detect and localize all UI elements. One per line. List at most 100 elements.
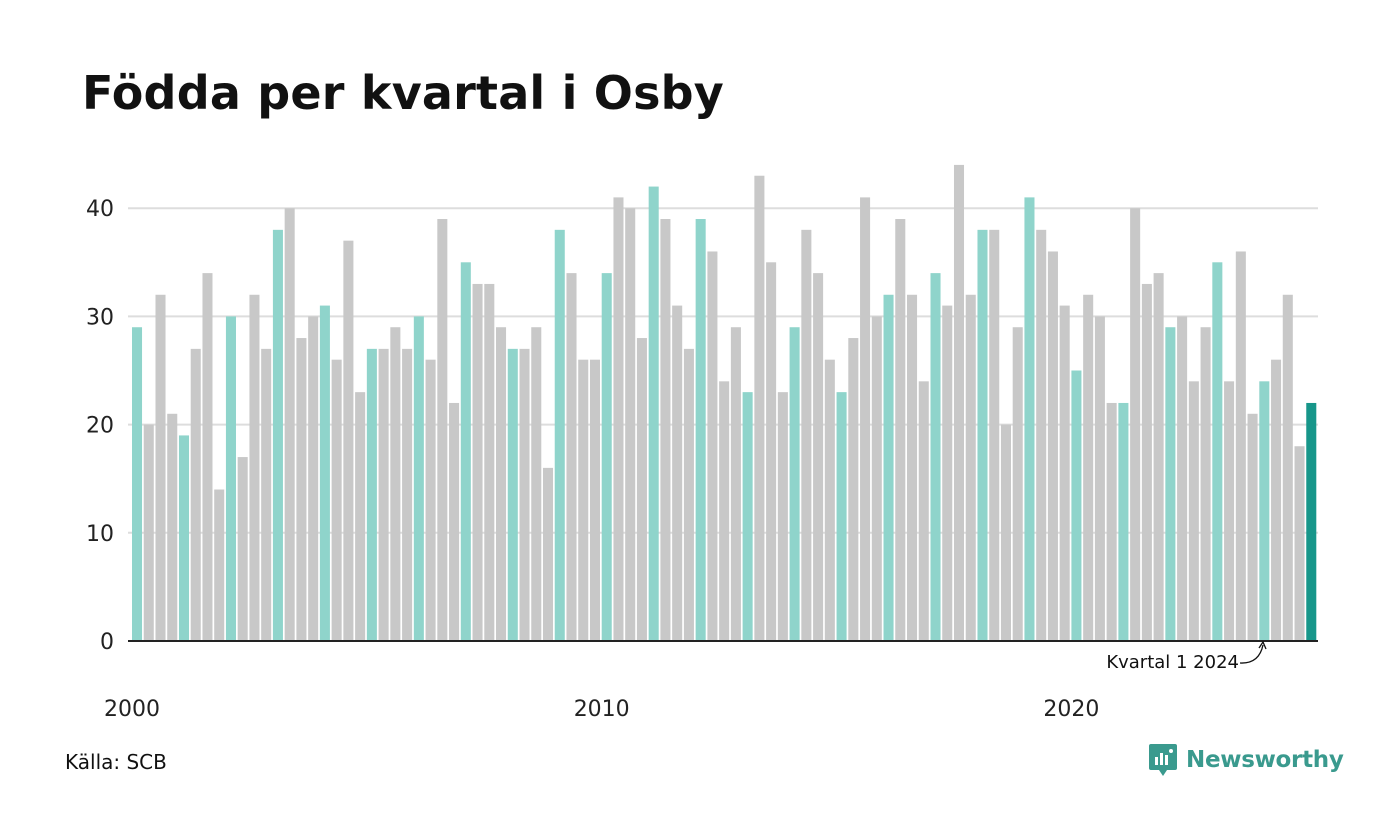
bar [331, 359, 342, 641]
bar [413, 316, 424, 641]
bar [272, 229, 283, 641]
bar [1282, 294, 1293, 641]
bar [1247, 413, 1258, 641]
bar [531, 327, 542, 641]
bar [460, 262, 471, 641]
bar [402, 348, 413, 641]
y-tick-label: 0 [100, 630, 114, 655]
bar [789, 327, 800, 641]
bar [190, 348, 201, 641]
bar [178, 435, 190, 641]
bar [777, 392, 788, 641]
bar [1094, 316, 1105, 641]
bar [355, 392, 366, 641]
bar [695, 219, 706, 641]
bar [907, 294, 918, 641]
bar [707, 251, 718, 642]
annotation-label: Kvartal 1 2024 [1106, 652, 1239, 673]
bar [1224, 381, 1235, 641]
bar [1024, 197, 1035, 641]
bar [143, 424, 154, 641]
bar [1071, 370, 1082, 641]
bar [566, 273, 577, 641]
y-tick-label: 10 [86, 522, 114, 547]
bar [308, 316, 319, 641]
bar [425, 359, 436, 641]
bar [589, 359, 600, 641]
bar [660, 219, 671, 641]
bar [801, 229, 812, 641]
bar [554, 229, 565, 641]
bar [883, 294, 894, 641]
bar [202, 273, 213, 641]
bar [613, 197, 624, 641]
bar [214, 489, 225, 641]
y-axis-ticks: 0 10 20 30 40 [86, 197, 114, 655]
bar [672, 305, 683, 641]
bar [578, 359, 589, 641]
bar [378, 348, 389, 641]
brand-name: Newsworthy [1186, 747, 1344, 773]
bar [155, 294, 166, 641]
bar [1153, 273, 1164, 641]
bar [261, 348, 272, 641]
bar [742, 392, 753, 641]
annotation-arrowhead [1258, 640, 1267, 650]
bar [132, 327, 143, 641]
bar [754, 175, 765, 642]
bars [132, 164, 1317, 642]
bar [472, 283, 483, 641]
brand-logo: Newsworthy [1148, 742, 1344, 778]
bar [1271, 359, 1282, 641]
bar [507, 348, 518, 641]
bar [895, 219, 906, 641]
bar [449, 402, 460, 641]
bar [1306, 402, 1317, 641]
y-tick-label: 20 [86, 414, 114, 439]
bar [1000, 424, 1011, 641]
bar [319, 305, 330, 641]
x-tick-label: 2000 [104, 697, 160, 722]
bar [719, 381, 730, 641]
bar [824, 359, 835, 641]
newsworthy-logo-icon [1149, 744, 1177, 776]
bar [343, 240, 354, 641]
bar [484, 283, 495, 641]
bar [284, 208, 295, 641]
bar [648, 186, 659, 641]
bar [1235, 251, 1246, 642]
y-tick-label: 40 [86, 197, 114, 222]
bar [636, 338, 647, 641]
bar [871, 316, 882, 641]
bar [542, 467, 554, 641]
bar [730, 327, 741, 641]
annotation-arrow [1239, 644, 1264, 664]
x-tick-label: 2010 [574, 697, 630, 722]
bar [848, 338, 859, 641]
bar [860, 197, 871, 641]
bar [813, 273, 824, 641]
bar [1118, 402, 1129, 641]
bar [225, 316, 236, 641]
bar [766, 262, 777, 641]
bar [519, 348, 530, 641]
bar [953, 164, 965, 642]
bar [249, 294, 260, 641]
bar [1036, 229, 1047, 641]
bar [496, 327, 507, 641]
bar [989, 229, 1000, 641]
bar [1200, 327, 1211, 641]
bar [625, 208, 636, 641]
x-tick-label: 2020 [1043, 697, 1099, 722]
bar [296, 338, 307, 641]
bar [167, 413, 178, 641]
bar [1259, 381, 1270, 641]
x-axis-ticks: 2000 2010 2020 [104, 697, 1099, 722]
bar [1188, 381, 1199, 641]
bar [1083, 294, 1094, 641]
bar [1165, 327, 1176, 641]
bar [1059, 305, 1070, 641]
bar [1177, 316, 1188, 641]
bar [1294, 446, 1305, 641]
bar [1212, 262, 1223, 641]
